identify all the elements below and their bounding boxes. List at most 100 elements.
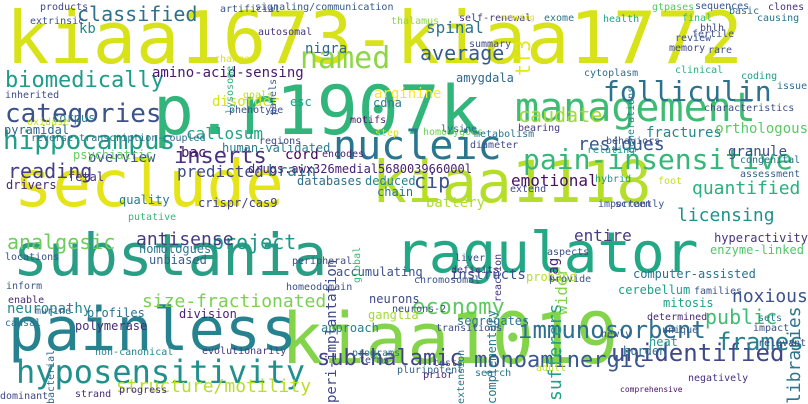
- cloud-word: overview: [88, 150, 156, 166]
- cloud-word: reading: [8, 159, 93, 183]
- cloud-word: brain: [268, 161, 317, 180]
- cloud-word: peri-implantation: [324, 259, 340, 403]
- cloud-word: cerebellum: [618, 283, 691, 297]
- cloud-word: folliculin: [603, 75, 772, 108]
- cloud-word: drivers: [6, 178, 57, 192]
- cloud-word: caudate: [518, 103, 603, 127]
- cloud-word: residues: [578, 134, 665, 155]
- cloud-word: hyposensitivity: [16, 353, 305, 391]
- cloud-word: bhlh: [700, 23, 725, 34]
- cloud-word: provide: [549, 274, 592, 285]
- cloud-word: neurons: [369, 292, 420, 306]
- cloud-word: adult: [536, 363, 567, 374]
- cloud-word: bearing: [518, 123, 561, 134]
- cloud-word: average: [420, 41, 505, 65]
- cloud-word: negatively: [688, 373, 749, 384]
- cloud-word: enable: [8, 295, 45, 306]
- cloud-word: relating: [587, 145, 636, 156]
- cloud-word: putative: [128, 212, 177, 223]
- cloud-word: disorder: [212, 94, 280, 110]
- cloud-word: esc: [290, 95, 312, 109]
- cloud-word: management: [515, 85, 756, 131]
- cloud-word: cord: [285, 147, 319, 163]
- cloud-word: emotional: [511, 171, 598, 190]
- cloud-word: segregates: [457, 314, 530, 328]
- cloud-word: noxious: [732, 286, 808, 307]
- cloud-word: licensing: [677, 205, 775, 226]
- cloud-word: hyperactivity: [714, 231, 808, 245]
- cloud-word: causing: [757, 13, 800, 24]
- cloud-word: spinal: [426, 18, 484, 37]
- cloud-word: phenotype: [229, 105, 284, 116]
- cloud-word: painless: [8, 295, 297, 365]
- cloud-word: clones: [768, 2, 805, 13]
- cloud-word: named: [300, 41, 391, 76]
- cloud-word: size-fractionated: [142, 291, 327, 312]
- cloud-word: sequences: [695, 1, 750, 12]
- cloud-word: pluripotent: [397, 365, 464, 376]
- cloud-word: importantly: [598, 199, 665, 210]
- cloud-word: behaviors: [606, 136, 661, 147]
- cloud-word: human-validated: [222, 141, 331, 155]
- cloud-word: kiaa1118: [372, 148, 652, 216]
- cloud-word: determined: [647, 312, 708, 323]
- cloud-word: summary: [469, 39, 512, 50]
- cloud-word: extend: [510, 184, 547, 195]
- cloud-word: unidentified: [611, 339, 785, 367]
- cloud-word: causal: [5, 318, 42, 329]
- cloud-word: approach: [321, 321, 379, 335]
- cloud-word: reaction: [493, 253, 504, 302]
- cloud-word: fractures: [646, 125, 722, 141]
- cloud-word: progress: [119, 385, 168, 396]
- cloud-word: step: [375, 128, 400, 139]
- cloud-word: antisense: [136, 229, 234, 250]
- cloud-word: tests: [433, 358, 464, 369]
- cloud-word: extension: [456, 349, 467, 404]
- cloud-word: coding: [741, 71, 778, 82]
- cloud-word: assessment: [740, 169, 801, 180]
- cloud-word: thalamus: [391, 16, 440, 27]
- cloud-word: homozygous: [423, 127, 484, 138]
- cloud-word: nigra: [305, 41, 348, 57]
- cloud-word: deduced: [365, 174, 416, 188]
- cloud-word: final: [682, 13, 713, 24]
- cloud-word: homeodomain: [286, 282, 353, 293]
- cloud-word: enzyme-linked: [710, 243, 804, 257]
- cloud-word: battery: [426, 195, 486, 211]
- cloud-word: biomedically: [5, 68, 164, 93]
- cloud-word: change: [214, 54, 251, 65]
- cloud-word: subthalamic: [317, 346, 463, 371]
- cloud-word: regions: [259, 136, 302, 147]
- cloud-word: autosomal: [258, 27, 313, 38]
- cloud-word: categories: [5, 99, 162, 129]
- cloud-word: families: [694, 286, 743, 297]
- cloud-word: goals: [243, 90, 274, 101]
- cloud-word: predicted: [177, 162, 264, 181]
- cloud-word: exome: [544, 13, 575, 24]
- cloud-word: deficits: [451, 265, 500, 276]
- cloud-word: basic: [729, 6, 760, 17]
- cloud-word: pain-insensitive: [523, 143, 793, 176]
- cloud-word: fertile: [692, 29, 735, 40]
- cloud-word: characteristics: [704, 103, 795, 114]
- cloud-word: amygdala: [456, 71, 514, 85]
- cloud-word: transitions: [436, 323, 503, 334]
- cloud-word: peripheral: [292, 256, 353, 267]
- cloud-word: proband: [526, 270, 577, 284]
- cloud-word: quantified: [692, 178, 801, 199]
- cloud-word: monoaminergic: [474, 348, 647, 373]
- cloud-word: sufferers: [545, 303, 566, 402]
- cloud-word: burden: [623, 344, 667, 358]
- cloud-word: structure/motility: [116, 376, 312, 397]
- cloud-word: hippocampus: [3, 126, 176, 156]
- cloud-word: metabolism: [474, 129, 535, 140]
- cloud-word: review: [675, 33, 712, 44]
- cloud-word: inserts: [174, 144, 267, 169]
- cloud-word: quality: [119, 193, 170, 207]
- cloud-word: memory: [669, 43, 706, 54]
- cloud-word: mapping: [501, 13, 535, 22]
- cloud-word: kiaa1019: [281, 298, 619, 380]
- cloud-word: signaling/communication: [255, 2, 394, 13]
- cloud-word: congenital: [740, 155, 801, 166]
- cloud-word: substania: [13, 221, 328, 289]
